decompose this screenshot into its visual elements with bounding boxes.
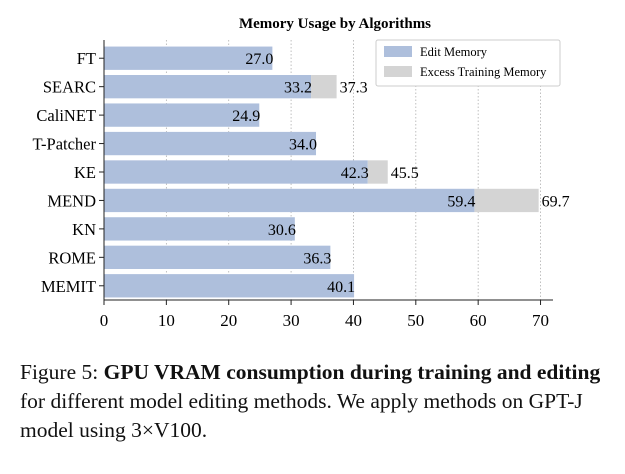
chart-title: Memory Usage by Algorithms <box>239 16 431 32</box>
bar-excess-training-memory-searc <box>311 75 337 99</box>
y-tick-label-calinet: CaliNET <box>36 106 96 125</box>
legend-swatch-excess-training-memory <box>384 66 412 77</box>
x-tick-label-40: 40 <box>345 311 362 330</box>
data-label-edit-memory-t-patcher: 34.0 <box>289 137 317 154</box>
data-label-excess-training-memory-searc: 37.3 <box>340 80 368 97</box>
caption-body-text: for different model editing methods. We … <box>20 389 583 442</box>
data-label-edit-memory-ke: 42.3 <box>341 165 369 182</box>
bar-edit-memory-t-patcher <box>104 131 317 156</box>
legend-swatch-edit-memory <box>384 46 412 57</box>
legend-box <box>375 39 561 87</box>
y-tick-label-rome: ROME <box>48 248 96 267</box>
data-label-edit-memory-rome: 36.3 <box>303 250 331 267</box>
y-tick-label-ft: FT <box>77 49 96 68</box>
legend-label-excess-training-memory: Excess Training Memory <box>420 65 547 79</box>
x-tick-label-10: 10 <box>158 311 175 330</box>
data-label-edit-memory-mend: 59.4 <box>447 193 475 210</box>
bar-edit-memory-rome <box>104 245 331 269</box>
bars <box>104 46 539 298</box>
x-tick-label-70: 70 <box>532 311 549 330</box>
bar-edit-memory-ke <box>104 160 368 184</box>
y-tick-label-kn: KN <box>72 220 96 239</box>
bar-edit-memory-memit <box>104 274 355 298</box>
bar-edit-memory-kn <box>104 217 295 241</box>
data-label-edit-memory-ft: 27.0 <box>245 51 273 68</box>
y-tick-label-t-patcher: T-Patcher <box>32 135 96 154</box>
data-label-edit-memory-calinet: 24.9 <box>232 108 260 125</box>
data-label-excess-training-memory-mend: 69.7 <box>542 193 570 210</box>
bar-edit-memory-ft <box>104 46 273 70</box>
y-tick-label-searc: SEARC <box>43 78 96 97</box>
caption-bold-text: GPU VRAM consumption during training and… <box>103 360 601 384</box>
axes: 0 10 20 30 40 50 60 70 FT SEARC CaliNET T-Patcher KE… <box>32 40 553 330</box>
bar-excess-training-memory-mend <box>474 188 539 213</box>
data-labels: 27.0 33.2 37.3 24.9 34.0 42.3 45.5 59.4 69.7 30.6… <box>232 51 569 296</box>
bar-excess-training-memory-ke <box>367 160 388 184</box>
x-tick-label-50: 50 <box>407 311 424 330</box>
x-tick-label-60: 60 <box>470 311 487 330</box>
x-tick-label-0: 0 <box>100 311 109 330</box>
data-label-excess-training-memory-ke: 45.5 <box>391 165 419 182</box>
y-tick-label-mend: MEND <box>47 191 96 210</box>
x-tick-label-20: 20 <box>220 311 237 330</box>
figure-caption: Figure 5: GPU VRAM consumption during tr… <box>20 358 610 445</box>
bar-edit-memory-searc <box>104 75 312 99</box>
y-tick-label-memit: MEMIT <box>41 277 96 296</box>
legend-label-edit-memory: Edit Memory <box>420 45 488 59</box>
data-label-edit-memory-searc: 33.2 <box>284 80 312 97</box>
data-label-edit-memory-memit: 40.1 <box>327 279 355 296</box>
data-label-edit-memory-kn: 30.6 <box>268 222 296 239</box>
legend: Edit Memory Excess Training Memory <box>375 39 561 87</box>
y-tick-label-ke: KE <box>74 163 96 182</box>
x-tick-label-30: 30 <box>283 311 300 330</box>
bar-edit-memory-mend <box>104 188 475 213</box>
memory-usage-chart: Memory Usage by Algorithms 0 10 20 30 40 50 60… <box>32 16 569 330</box>
bar-edit-memory-calinet <box>104 103 260 127</box>
caption-label: Figure 5: <box>20 360 99 384</box>
